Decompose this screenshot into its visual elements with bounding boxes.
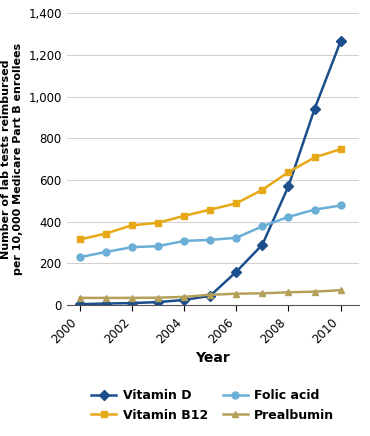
Prealbumin xyxy=(130,295,134,300)
Vitamin D xyxy=(339,39,343,44)
Line: Folic acid: Folic acid xyxy=(76,202,344,261)
Vitamin B12 xyxy=(77,237,82,242)
Folic acid xyxy=(182,238,186,244)
Folic acid xyxy=(286,215,291,220)
Prealbumin xyxy=(260,291,265,296)
Vitamin B12 xyxy=(104,231,108,236)
Vitamin B12 xyxy=(182,213,186,218)
Folic acid xyxy=(260,224,265,229)
Folic acid xyxy=(208,237,212,242)
Folic acid xyxy=(77,255,82,260)
X-axis label: Year: Year xyxy=(195,351,230,365)
Prealbumin xyxy=(286,290,291,295)
Vitamin D xyxy=(260,242,265,247)
Prealbumin xyxy=(208,292,212,297)
Vitamin D xyxy=(182,297,186,303)
Legend: Vitamin D, Vitamin B12, Folic acid, Prealbumin: Vitamin D, Vitamin B12, Folic acid, Prea… xyxy=(86,385,339,427)
Prealbumin xyxy=(77,295,82,300)
Folic acid xyxy=(104,249,108,255)
Vitamin B12 xyxy=(312,155,317,160)
Vitamin B12 xyxy=(286,170,291,175)
Vitamin D xyxy=(286,184,291,189)
Line: Vitamin B12: Vitamin B12 xyxy=(76,146,344,243)
Prealbumin xyxy=(339,288,343,293)
Vitamin B12 xyxy=(156,220,160,225)
Line: Vitamin D: Vitamin D xyxy=(76,38,344,308)
Folic acid xyxy=(234,235,238,240)
Folic acid xyxy=(312,207,317,212)
Vitamin D xyxy=(104,301,108,306)
Prealbumin xyxy=(312,289,317,294)
Vitamin D xyxy=(234,269,238,274)
Folic acid xyxy=(339,203,343,208)
Line: Prealbumin: Prealbumin xyxy=(76,287,344,301)
Vitamin B12 xyxy=(260,187,265,192)
Folic acid xyxy=(130,245,134,250)
Vitamin D xyxy=(208,293,212,298)
Prealbumin xyxy=(104,295,108,300)
Vitamin D xyxy=(77,302,82,307)
Y-axis label: Number of lab tests reimbursed
per 10,000 Medicare Part B enrollees: Number of lab tests reimbursed per 10,00… xyxy=(1,43,23,275)
Vitamin D xyxy=(156,300,160,305)
Prealbumin xyxy=(182,294,186,300)
Vitamin B12 xyxy=(234,201,238,206)
Folic acid xyxy=(156,244,160,249)
Vitamin B12 xyxy=(339,146,343,152)
Prealbumin xyxy=(234,291,238,296)
Prealbumin xyxy=(156,295,160,300)
Vitamin D xyxy=(312,106,317,112)
Vitamin B12 xyxy=(208,207,212,212)
Vitamin B12 xyxy=(130,223,134,228)
Vitamin D xyxy=(130,300,134,306)
